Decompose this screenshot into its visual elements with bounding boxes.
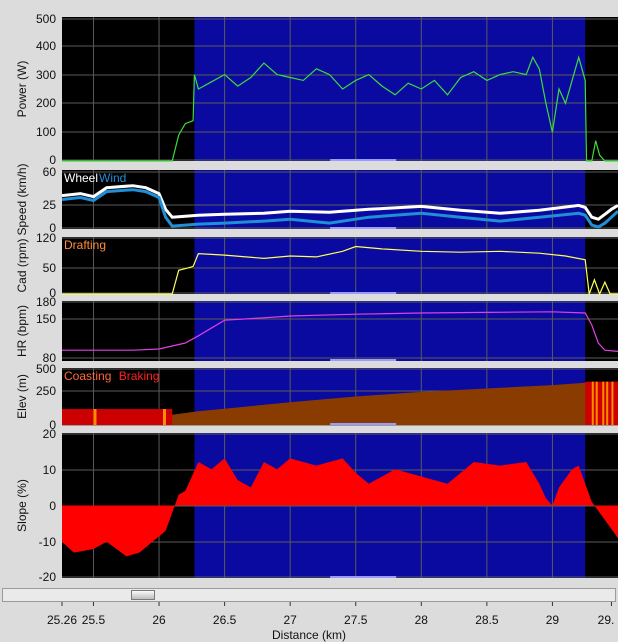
legend-item: Coasting — [64, 369, 111, 383]
slope-area — [62, 458, 618, 557]
y-tick-label: 60 — [43, 165, 57, 179]
y-axis-title: HR (bpm) — [15, 305, 29, 357]
x-tick-label: 28 — [415, 613, 429, 627]
x-tick-label: 29. — [598, 613, 615, 627]
y-tick-label: 100 — [36, 125, 56, 139]
y-tick-label: 0 — [49, 221, 56, 235]
y-tick-label: 150 — [36, 312, 56, 326]
x-tick-label: 29 — [546, 613, 560, 627]
selection-region[interactable] — [194, 237, 586, 294]
x-tick-label: 28.5 — [475, 613, 499, 627]
panel-hr: 180 150 80 HR (bpm) — [15, 295, 618, 365]
series-line-power-0 — [62, 55, 618, 162]
panel-cadence: 120 50 0 Cad (rpm) Drafting — [15, 231, 618, 300]
x-axis: 25.26 25.5 26 26.5 27 27.5 28 28.5 29 29. — [47, 602, 615, 627]
y-tick-label: 200 — [36, 96, 56, 110]
panel-power: 500 400 300 200 100 0 Power (W) — [15, 12, 618, 167]
y-tick-label: 0 — [49, 286, 56, 300]
y-tick-label: 120 — [36, 231, 56, 245]
selection-handle[interactable] — [330, 423, 397, 425]
legend-item: Wind — [99, 171, 126, 185]
selection-handle[interactable] — [330, 292, 397, 294]
y-axis-title: Cad (rpm) — [15, 238, 29, 292]
braking-mark — [595, 381, 598, 425]
y-axis-title: Elev (m) — [15, 374, 29, 419]
series-line-speed-1 — [61, 188, 618, 229]
y-axis-title: Power (W) — [15, 61, 29, 118]
braking-mark — [162, 409, 166, 425]
y-tick-label: 400 — [36, 39, 56, 53]
x-tick-label: 26.5 — [213, 613, 237, 627]
x-tick-label: 25.5 — [82, 613, 106, 627]
braking-mark — [611, 381, 614, 425]
braking-mark — [93, 409, 97, 425]
coasting-region — [62, 409, 173, 425]
x-tick-label: 27.5 — [344, 613, 368, 627]
selection-handle[interactable] — [330, 227, 397, 229]
y-tick-label: 250 — [36, 384, 56, 398]
series-line-hr-0 — [62, 311, 618, 352]
selection-region[interactable] — [194, 17, 586, 161]
x-axis-label: Distance (km) — [271, 628, 346, 642]
panel-slope: 20 10 0 -10 -20 Slope (%) — [15, 427, 618, 584]
y-axis-title: Speed (km/h) — [15, 163, 29, 235]
y-tick-label: 10 — [43, 463, 57, 477]
legend-item: Braking — [119, 369, 160, 383]
y-tick-label: 25 — [43, 198, 57, 212]
y-tick-label: 20 — [43, 427, 57, 441]
series-line-speed-0 — [61, 184, 618, 221]
selection-handle[interactable] — [330, 359, 397, 361]
panel-speed: 60 25 0 Speed (km/h) Wheel Wind — [15, 163, 618, 236]
y-tick-label: 80 — [43, 351, 57, 365]
y-tick-label: 500 — [36, 362, 56, 376]
x-tick-label: 25.26 — [47, 613, 77, 627]
selection-region[interactable] — [194, 301, 586, 361]
y-tick-label: 0 — [49, 153, 56, 167]
panel-elev: 500 250 0 Elev (m) Coasting Braking — [15, 362, 618, 432]
braking-mark — [602, 381, 605, 425]
braking-mark — [591, 381, 594, 425]
elevation-area — [62, 381, 618, 425]
y-axis-title: Slope (%) — [15, 479, 29, 532]
y-tick-label: 50 — [43, 261, 57, 275]
y-tick-label: 0 — [49, 499, 56, 513]
legend-item: Wheel — [64, 171, 98, 185]
x-tick-label: 26 — [152, 613, 166, 627]
y-tick-label: 500 — [36, 12, 56, 26]
legend-item: Drafting — [64, 238, 106, 252]
y-tick-label: 300 — [36, 68, 56, 82]
braking-mark — [606, 381, 609, 425]
x-tick-label: 27 — [283, 613, 297, 627]
y-tick-label: 0 — [49, 418, 56, 432]
selection-handle[interactable] — [330, 159, 397, 161]
scrollbar-thumb[interactable] — [131, 590, 155, 600]
selection-handle[interactable] — [330, 576, 397, 578]
y-tick-label: 180 — [36, 295, 56, 309]
series-line-cadence-0 — [62, 245, 618, 296]
distance-scrollbar[interactable] — [2, 588, 616, 602]
y-tick-label: -10 — [39, 535, 57, 549]
y-tick-label: -20 — [39, 570, 57, 584]
